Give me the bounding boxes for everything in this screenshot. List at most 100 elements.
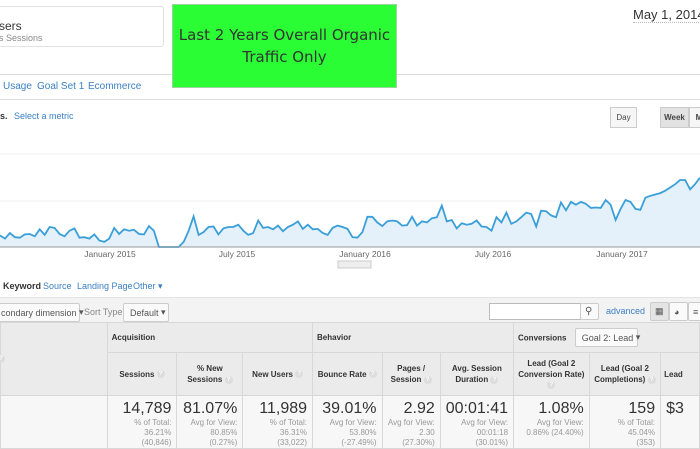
total-compare-label: % of Total:: [134, 418, 172, 427]
column-header[interactable]: Lead: [660, 352, 700, 396]
totals-cell: 2.92 Avg for View: 2.30 (27.30%): [381, 395, 441, 449]
x-tick-label: July 2015: [219, 249, 256, 259]
totals-cell: 00:01:41 Avg for View: 00:01:18 (30.01%): [439, 395, 515, 449]
column-header[interactable]: New Users ?: [242, 352, 314, 396]
column-header[interactable]: Sessions ?: [106, 352, 178, 396]
totals-cell: 11,989% of Total: 36.31% (33,022): [242, 395, 314, 449]
divider: [397, 74, 700, 75]
tab-ecommerce[interactable]: Ecommerce: [88, 81, 142, 92]
column-header[interactable]: Avg. Session Duration ?: [439, 352, 515, 396]
help-icon: ?: [0, 355, 5, 364]
total-value: 00:01:41: [445, 400, 509, 417]
pie-view-button[interactable]: ◕: [669, 302, 688, 321]
total-compare-label: Avg for View:: [536, 418, 584, 427]
totals-cell: 1.08% Avg for View: 0.86% (24.40%): [513, 395, 590, 449]
help-icon: ?: [547, 381, 556, 390]
totals-cell: 81.07% Avg for View: 80.85% (0.27%): [176, 395, 244, 449]
report-table: ? Acquisition Behavior Conversions Goal …: [0, 322, 700, 449]
column-header[interactable]: Bounce Rate ?: [312, 352, 383, 396]
tab-usage[interactable]: Usage: [3, 81, 32, 92]
chart-resize-handle[interactable]: [337, 260, 372, 269]
sort-type-value: Default: [130, 307, 159, 318]
total-compare-value: 36.31% (33,022): [277, 428, 308, 447]
bar-view-button[interactable]: ≡: [688, 302, 700, 321]
total-compare-value: 80.85% (0.27%): [209, 428, 238, 447]
column-header[interactable]: Lead (Goal 2 Completions) ?: [588, 352, 662, 396]
help-icon: ?: [156, 370, 165, 379]
tab-goal-set-1[interactable]: Goal Set 1: [37, 81, 85, 92]
x-tick-label: July 2016: [475, 249, 512, 259]
tab-source[interactable]: Source: [43, 281, 72, 291]
x-tick-label: January 2015: [84, 249, 136, 259]
total-value: 2.92: [403, 400, 435, 417]
total-value: 14,789: [122, 400, 172, 417]
help-icon: ?: [295, 370, 304, 379]
tab-keyword[interactable]: Keyword: [3, 281, 42, 291]
tab-landing-page[interactable]: Landing Page: [77, 281, 133, 291]
series-area: [0, 177, 700, 247]
divider: [0, 99, 700, 100]
sort-type-label: Sort Type:: [84, 307, 125, 317]
goal-dropdown-value: Goal 2: Lead: [581, 332, 634, 343]
conversions-label: Conversions: [518, 333, 567, 343]
series-line: [0, 177, 700, 248]
acquisition-group: Acquisition: [106, 322, 314, 353]
table-view-button[interactable]: ▦: [650, 302, 669, 321]
totals-cell: $3: [660, 395, 700, 449]
secondary-dimension-dropdown[interactable]: condary dimension ▾: [0, 303, 84, 322]
column-header[interactable]: Lead (Goal 2 Conversion Rate) ?: [513, 352, 590, 396]
totals-dimension-cell: [0, 395, 108, 449]
total-compare-label: % of Total:: [269, 418, 308, 427]
select-metric-link[interactable]: Select a metric: [14, 111, 74, 121]
total-compare-value: 00:01:18 (30.01%): [475, 428, 509, 447]
segment-card[interactable]: sers s Sessions: [0, 6, 164, 47]
pie-chart-icon: ◕: [674, 306, 680, 317]
column-label: Pages / Session: [390, 364, 426, 384]
annotation-box: Last 2 Years Overall Organic Traffic Only: [172, 4, 397, 88]
week-button[interactable]: Week: [660, 107, 689, 128]
search-button[interactable]: ⚲: [580, 303, 599, 320]
column-label: New Users: [252, 369, 294, 379]
advanced-link[interactable]: advanced: [606, 306, 646, 316]
x-tick-label: January 2016: [339, 249, 391, 259]
x-tick-label: January 2017: [596, 249, 648, 259]
total-compare-label: Avg for View:: [329, 418, 377, 427]
secondary-dimension-label: condary dimension: [1, 307, 77, 318]
goal-dropdown[interactable]: Goal 2: Lead ▾: [574, 328, 640, 347]
total-compare-value: (353): [636, 438, 656, 447]
column-header[interactable]: % New Sessions ?: [176, 352, 244, 396]
totals-cell: 159% of Total: 45.04% (353): [588, 395, 662, 449]
table-toolbar: condary dimension ▾ Sort Type: Default ▾…: [0, 297, 700, 322]
help-icon: ?: [647, 375, 656, 384]
behavior-group: Behavior: [312, 322, 515, 353]
help-icon: ?: [368, 370, 377, 379]
day-button[interactable]: Day: [610, 107, 637, 128]
column-label: Lead (Goal 2 Conversion Rate): [518, 358, 585, 379]
total-compare-value: 36.21% (40,846): [141, 428, 172, 447]
column-label: Avg. Session Duration: [451, 364, 502, 384]
total-compare-value: 2.30 (27.30%): [402, 428, 435, 447]
sort-type-dropdown[interactable]: Default ▾: [123, 303, 169, 322]
total-compare-label: Avg for View:: [461, 418, 509, 427]
dimension-header: ?: [0, 322, 108, 396]
total-compare-label: Avg for View:: [387, 418, 435, 427]
column-header[interactable]: Pages / Session ?: [381, 352, 441, 396]
total-value: 81.07%: [183, 400, 238, 417]
tab-other-label: Other: [133, 281, 156, 291]
help-icon: ?: [224, 375, 233, 384]
totals-cell: 39.01% Avg for View: 53.80% (-27.49%): [312, 395, 383, 449]
total-value: 11,989: [259, 400, 308, 417]
sessions-chart: January 2015 July 2015 January 2016 July 20…: [0, 153, 700, 269]
conversions-group: Conversions Goal 2: Lead ▾: [513, 322, 700, 353]
date-range-picker[interactable]: May 1, 2014 -: [633, 7, 700, 23]
bar-list-icon: ≡: [693, 306, 699, 317]
total-compare-label: Avg for View:: [190, 418, 238, 427]
search-icon: ⚲: [585, 306, 593, 317]
table-search-input[interactable]: [489, 303, 581, 320]
tab-other[interactable]: Other ▾: [133, 281, 163, 291]
total-compare-label: % of Total: 45.04%: [617, 418, 656, 437]
total-value: $3: [666, 400, 684, 417]
segment-title: sers: [0, 19, 22, 33]
month-button[interactable]: M: [689, 107, 700, 128]
total-value: 159: [628, 400, 656, 417]
